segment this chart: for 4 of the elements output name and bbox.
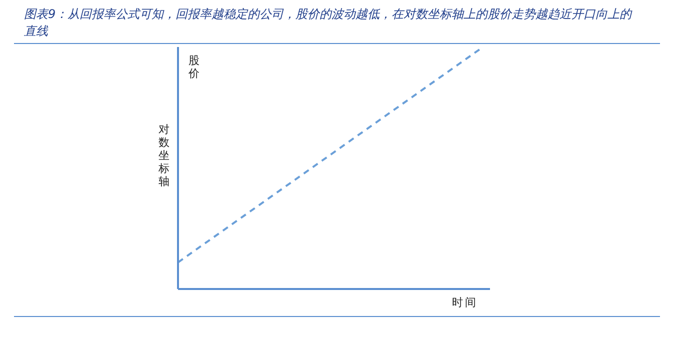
chart-title: 图表9：从回报率公式可知，回报率越稳定的公司，股价的波动越低，在对数坐标轴上的股价走势越趋近开口向上的直线: [24, 6, 634, 40]
y-axis-title: 对数坐标轴: [158, 123, 170, 188]
annotation: 股价: [188, 54, 200, 80]
x-axis-title: 时间: [452, 295, 478, 310]
